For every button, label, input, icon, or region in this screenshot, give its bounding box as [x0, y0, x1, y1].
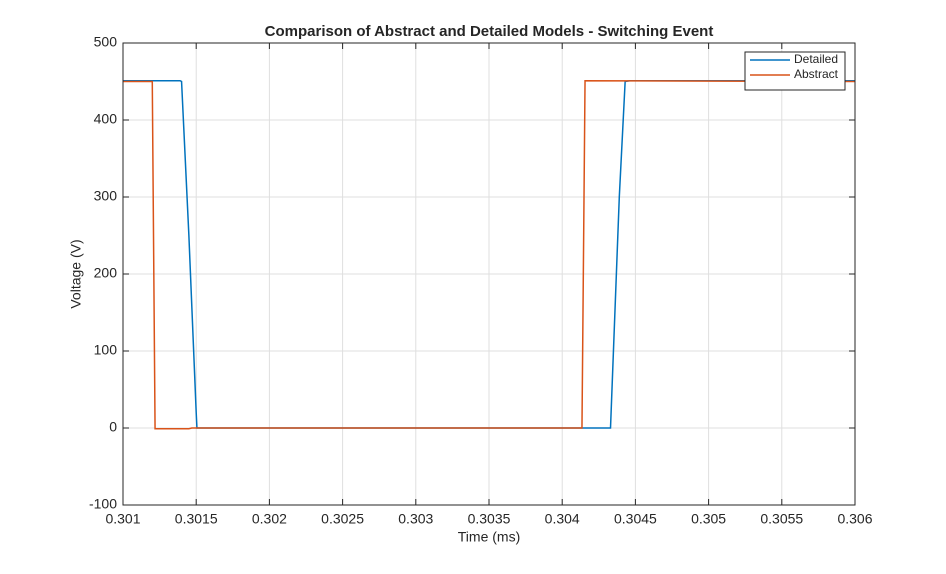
x-tick-label: 0.3015 [175, 511, 218, 527]
series-line [123, 79, 856, 430]
y-tick-label: -100 [89, 496, 117, 512]
y-tick-label: 400 [94, 111, 118, 127]
y-tick-label: 0 [109, 419, 117, 435]
x-tick-label: 0.306 [837, 511, 872, 527]
lines [123, 79, 856, 430]
ticks: 0.301 0.3015 0.302 0.3025 0.303 0.3035 0.304 0.… [89, 34, 873, 527]
y-tick-label: 500 [94, 34, 118, 50]
x-tick-label: 0.301 [105, 511, 140, 527]
x-tick-label: 0.303 [398, 511, 433, 527]
y-tick-label: 300 [94, 188, 118, 204]
x-tick-label: 0.302 [252, 511, 287, 527]
legend-label: Detailed [794, 52, 838, 66]
chart-title: Comparison of Abstract and Detailed Mode… [265, 23, 714, 40]
x-tick-label: 0.3055 [760, 511, 803, 527]
x-tick-label: 0.305 [691, 511, 726, 527]
legend-box [744, 51, 846, 91]
x-tick-label: 0.3025 [321, 511, 364, 527]
legend-label: Abstract [794, 67, 839, 81]
x-tick-label: 0.3045 [614, 511, 657, 527]
x-tick-label: 0.304 [545, 511, 580, 527]
y-tick-label: 100 [94, 342, 118, 358]
y-tick-label: 200 [94, 265, 118, 281]
y-axis-label: Voltage (V) [68, 239, 84, 308]
x-axis-label: Time (ms) [458, 529, 520, 545]
x-tick-label: 0.3035 [468, 511, 511, 527]
